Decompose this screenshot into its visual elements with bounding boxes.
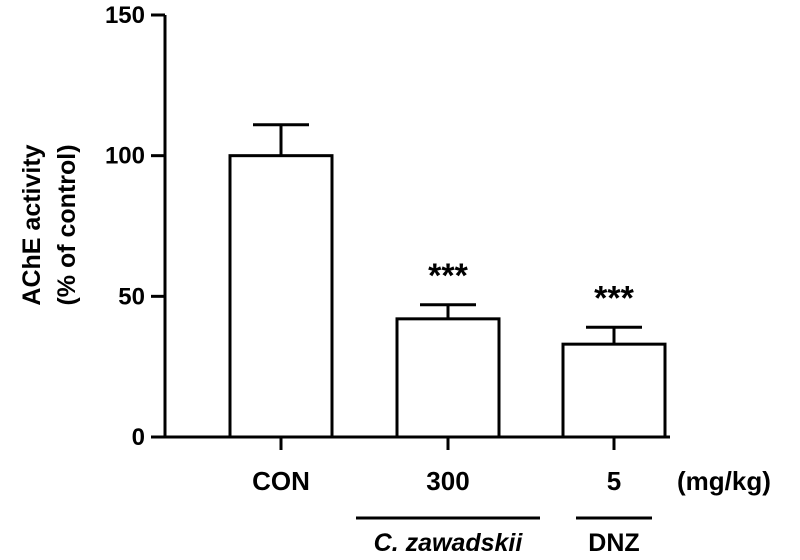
bar-group: *** [395,257,501,439]
bar [561,342,667,439]
significance-marker: *** [594,279,634,317]
bar-group: *** [561,279,667,439]
y-axis-label: AChE activity (% of control) [18,144,81,305]
group-label: C. zawadskii [374,529,524,557]
bar [228,154,334,439]
y-axis-label-line-1: AChE activity [18,144,46,305]
group-label-block: DNZ [576,516,652,557]
x-tick-label: 300 [426,466,469,496]
group-label-block: C. zawadskii [356,516,540,557]
unit-label: (mg/kg) [677,466,771,496]
y-axis-label-line-2: (% of control) [53,144,81,305]
bar-group [228,123,334,439]
x-axis [165,435,670,450]
group-label: DNZ [588,529,639,557]
significance-marker: *** [428,257,468,295]
y-tick-label: 150 [105,2,145,29]
group-labels: C. zawadskii DNZ [356,516,652,557]
y-tick-label: 0 [132,424,145,451]
x-tick-labels: CON 300 5 [252,466,621,496]
x-tick-label: CON [252,466,310,496]
bars: *** *** [228,123,667,439]
bar [395,317,501,439]
y-tick-label: 50 [118,283,145,310]
y-axis: 0 50 100 150 [105,2,167,451]
y-tick-label: 100 [105,143,145,170]
x-tick-label: 5 [607,466,621,496]
